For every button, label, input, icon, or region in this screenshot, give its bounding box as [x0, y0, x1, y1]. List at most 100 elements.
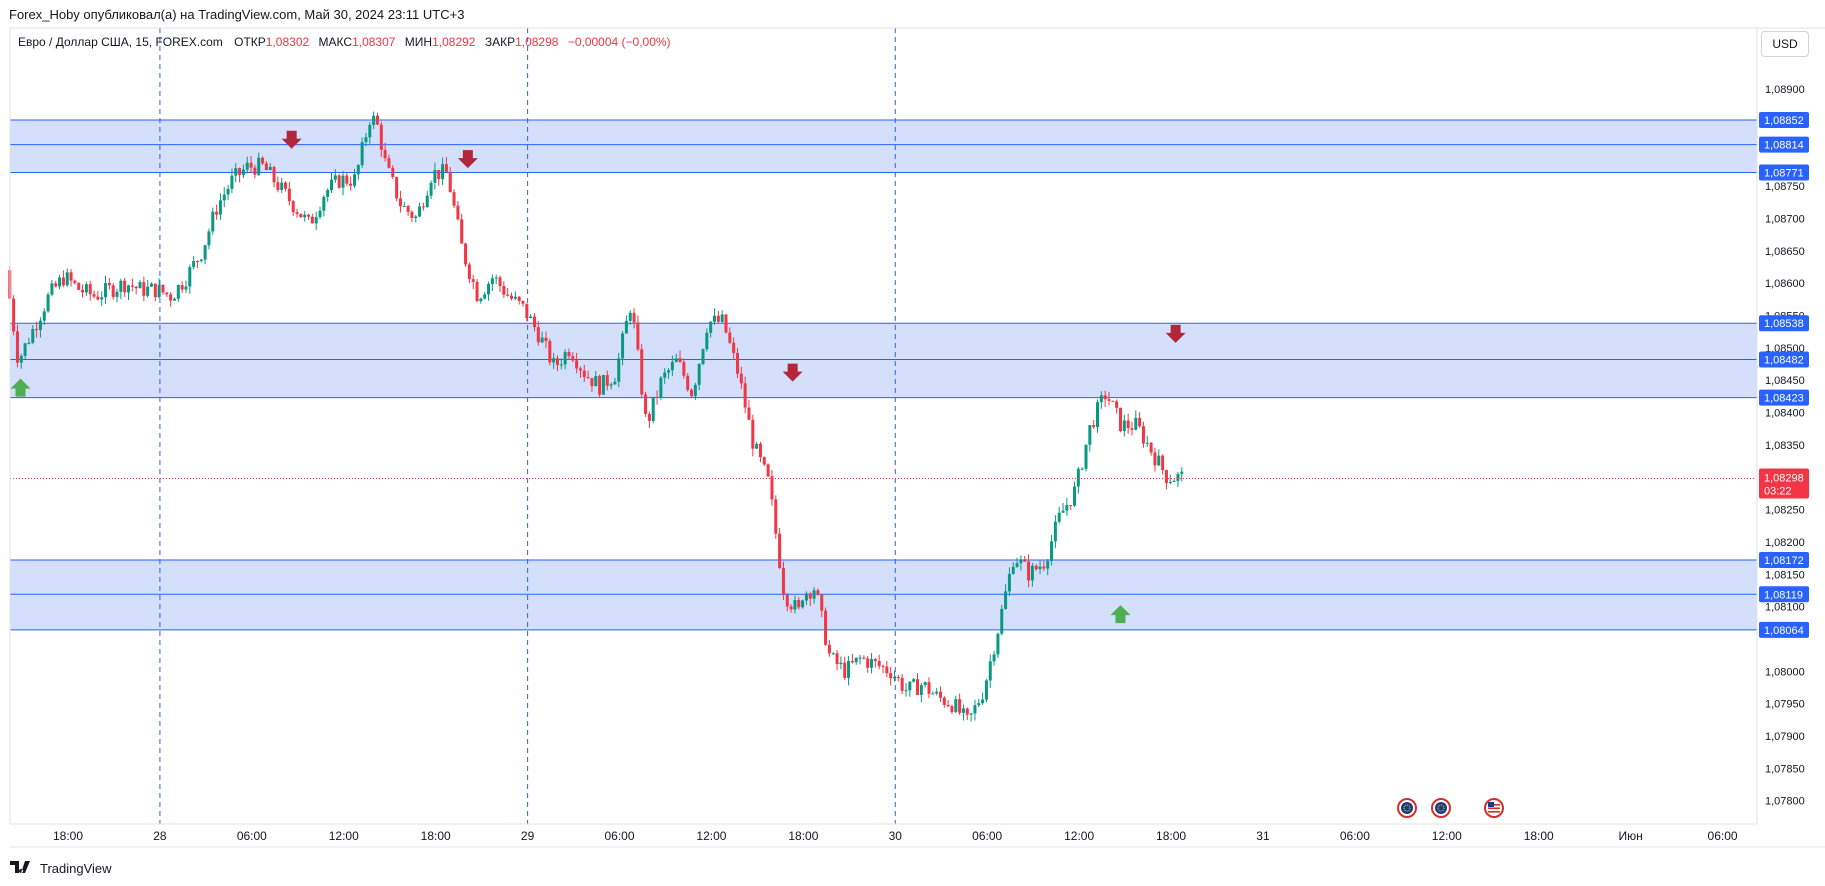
event-icon-us[interactable] [1484, 798, 1504, 818]
time-axis[interactable]: 18:00 28 06:00 12:00 18:00 29 06:00 12:00 18:00 3… [53, 829, 1738, 843]
candle-body [230, 175, 234, 189]
candle-body [1073, 486, 1077, 506]
zone-price-badge [1759, 112, 1809, 129]
last-price-badge-countdown: 03:22 [1764, 485, 1792, 497]
candle-body [452, 192, 456, 206]
candle-body [280, 182, 284, 190]
candle-body [226, 188, 230, 195]
zone-price-badge [1759, 315, 1809, 332]
candle-body [793, 599, 797, 610]
candle-body [421, 206, 425, 208]
time-tick-label: 18:00 [788, 829, 818, 843]
candle-body [88, 284, 92, 295]
candle-body [567, 351, 571, 357]
price-tick-label: 1,07950 [1765, 699, 1805, 711]
currency-button[interactable]: USD [1761, 31, 1809, 57]
symbol-name: Евро / Доллар США, 15, FOREX.com [18, 35, 223, 49]
low-value: 1,08292 [432, 35, 476, 49]
candle-body [498, 277, 502, 287]
candle-body [257, 157, 261, 175]
candle-body [1122, 420, 1126, 431]
price-tick-label: 1,08700 [1765, 213, 1805, 225]
arrow-up-icon[interactable] [10, 378, 31, 397]
tradingview-logo[interactable]: TradingView [10, 858, 112, 878]
candle-body [548, 340, 552, 363]
arrow-down-icon[interactable] [1165, 324, 1186, 343]
candle-body [1038, 566, 1042, 570]
ohlc-legend[interactable]: Евро / Доллар США, 15, FOREX.com ОТКР1,0… [18, 35, 671, 49]
candle-body [693, 384, 697, 397]
candle-body [330, 179, 334, 191]
candle-body [203, 245, 207, 260]
candle-body [96, 296, 100, 300]
candle-body [640, 349, 644, 395]
candle-body [368, 124, 372, 138]
candle-body [345, 175, 349, 184]
candle-body [127, 285, 131, 293]
candle-body [582, 370, 586, 378]
price-tick-label: 1,08400 [1765, 408, 1805, 420]
event-icon-eu-2[interactable] [1431, 798, 1451, 818]
candle-body [716, 315, 720, 322]
event-icon-eu-1[interactable] [1397, 798, 1417, 818]
candle-body [50, 283, 54, 295]
candle-body [766, 464, 770, 477]
price-tick-label: 1,08250 [1765, 505, 1805, 517]
candle-body [812, 590, 816, 599]
candle-body [785, 594, 789, 607]
candle-body [667, 370, 671, 373]
candle-body [1080, 468, 1084, 470]
candle-body [172, 298, 176, 301]
candle-body [19, 355, 23, 363]
candle-body [770, 476, 774, 500]
candle-body [134, 286, 138, 289]
candle-body [471, 279, 475, 282]
candle-body [977, 703, 981, 706]
candle-body [84, 284, 88, 293]
price-axis[interactable]: 1,08900 1,08750 1,08700 1,08650 1,08600 1,085… [1765, 84, 1805, 808]
candle-body [180, 285, 184, 290]
arrow-down-icon[interactable] [782, 363, 803, 382]
candle-body [831, 653, 835, 655]
candle-body [284, 182, 288, 189]
arrow-up-icon[interactable] [1110, 605, 1131, 624]
zone-price-badge [1759, 136, 1809, 153]
candle-body [724, 314, 728, 333]
candle-body [1065, 505, 1069, 511]
candle-body [942, 697, 946, 705]
arrow-down-icon[interactable] [281, 130, 302, 149]
candle-body [398, 198, 402, 207]
candle-body [605, 374, 609, 386]
low-label: МИН [405, 35, 432, 49]
candle-body [628, 312, 632, 321]
candle-body [1180, 471, 1184, 474]
time-tick-label: 18:00 [1156, 829, 1186, 843]
candle-body [958, 699, 962, 713]
candle-body [276, 182, 280, 190]
candle-body [169, 294, 173, 301]
candle-body [360, 142, 364, 166]
candle-body [341, 175, 345, 188]
candle-body [218, 200, 222, 215]
candle-body [713, 315, 717, 322]
candle-body [429, 182, 433, 196]
candle-body [31, 328, 35, 343]
time-tick-label: 28 [153, 829, 167, 843]
last-price-badge [1759, 468, 1809, 499]
arrow-down-icon[interactable] [457, 150, 478, 169]
candle-body [264, 163, 268, 171]
last-price-badge-value: 1,08298 [1764, 472, 1804, 484]
candle-body [314, 217, 318, 224]
candle-body [1053, 521, 1057, 542]
price-tick-label: 1,08900 [1765, 84, 1805, 96]
candle-body [326, 190, 330, 197]
candle-body [81, 289, 85, 293]
candle-body [104, 283, 108, 298]
candle-body [559, 364, 563, 366]
candle-body [973, 705, 977, 714]
high-value: 1,08307 [352, 35, 396, 49]
candle-body [249, 162, 253, 168]
candle-body [322, 196, 326, 211]
candle-body [287, 188, 291, 202]
